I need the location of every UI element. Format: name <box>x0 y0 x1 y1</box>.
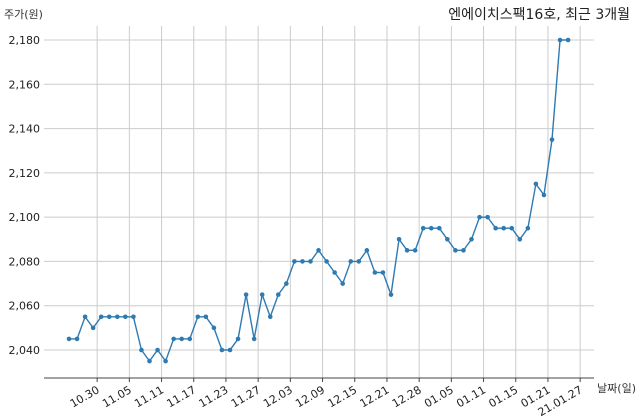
data-point <box>259 292 265 297</box>
y-tick-label: 2,160 <box>9 78 41 91</box>
x-tick-label: 12.09 <box>293 383 327 410</box>
grid-lines <box>44 26 594 378</box>
data-point <box>163 358 168 364</box>
data-point <box>469 236 474 242</box>
data-point <box>380 270 386 275</box>
data-point <box>74 336 80 342</box>
data-point <box>147 358 152 364</box>
data-point <box>98 314 104 320</box>
data-point <box>308 259 313 264</box>
data-point <box>541 192 547 198</box>
data-point <box>66 336 72 342</box>
data-point <box>267 314 273 320</box>
data-point <box>565 37 571 43</box>
data-point <box>219 347 225 353</box>
data-point <box>485 214 490 220</box>
tick-labels: 2,040 2,060 2,080 2,100 2,120 2,140 2,160 2,180… <box>9 34 585 419</box>
data-point <box>115 314 120 320</box>
x-tick-label: 12.21 <box>358 383 392 410</box>
y-tick-label: 2,180 <box>9 34 41 47</box>
data-point <box>445 236 450 242</box>
x-tick-label: 01.05 <box>422 383 456 410</box>
data-point <box>549 137 555 142</box>
data-point <box>509 225 515 231</box>
data-point <box>348 259 354 264</box>
data-point <box>388 292 394 297</box>
data-point <box>131 314 136 320</box>
series-line <box>69 39 569 363</box>
y-tick-label: 2,140 <box>9 123 41 136</box>
x-tick-label: 11.11 <box>132 383 166 410</box>
data-point <box>404 248 410 253</box>
chart-title: 엔에이치스팩16호, 최근 3개월 <box>448 7 630 23</box>
data-point <box>195 314 201 320</box>
axes <box>44 377 594 382</box>
data-point <box>179 336 184 342</box>
data-point <box>227 347 233 353</box>
data-point <box>372 270 378 275</box>
data-point <box>420 225 426 231</box>
y-tick-label: 2,040 <box>9 344 41 357</box>
data-point <box>557 37 563 43</box>
x-tick-label: 11.05 <box>100 383 134 410</box>
data-point <box>243 292 249 297</box>
x-tick-label: 12.28 <box>390 383 424 410</box>
data-point <box>276 292 281 297</box>
y-tick-label: 2,080 <box>9 255 41 268</box>
data-point <box>300 259 305 264</box>
data-point <box>428 225 434 231</box>
y-tick-label: 2,120 <box>9 167 41 180</box>
x-tick-label: 01.11 <box>454 383 488 410</box>
data-point <box>461 248 466 253</box>
data-point <box>106 314 112 320</box>
data-point <box>187 336 193 342</box>
data-point <box>517 236 523 242</box>
data-point <box>251 336 257 342</box>
data-point <box>90 325 96 331</box>
series-group <box>66 37 571 364</box>
data-point <box>123 314 128 320</box>
x-tick-label: 12.15 <box>325 383 359 410</box>
x-tick-label: 12.03 <box>261 383 295 410</box>
x-tick-label: 10.30 <box>68 383 102 410</box>
data-point <box>324 259 329 264</box>
x-tick-label: 11.27 <box>229 383 263 410</box>
data-point <box>332 270 337 275</box>
data-point <box>364 248 370 253</box>
data-point <box>203 314 209 320</box>
data-point <box>525 225 531 231</box>
data-point <box>235 336 241 342</box>
data-point <box>493 225 498 231</box>
data-point <box>171 336 176 342</box>
x-tick-label: 11.23 <box>197 383 231 410</box>
x-tick-label: 11.17 <box>164 383 198 410</box>
y-tick-label: 2,060 <box>9 300 41 313</box>
data-point <box>412 248 418 253</box>
x-axis-title: 날짜(일) <box>597 382 636 395</box>
data-point <box>356 259 362 264</box>
data-point <box>82 314 88 320</box>
x-tick-label: 01.15 <box>486 383 520 410</box>
data-point <box>211 325 217 331</box>
data-point <box>533 181 539 187</box>
data-point <box>292 259 297 264</box>
data-point <box>139 347 144 353</box>
data-point <box>501 225 507 231</box>
y-axis-title: 주가(원) <box>4 8 43 21</box>
data-point <box>340 281 346 286</box>
data-point <box>284 281 289 286</box>
data-point <box>437 225 442 231</box>
data-point <box>396 236 402 242</box>
data-point <box>155 347 160 353</box>
data-point <box>453 248 458 253</box>
data-point <box>316 248 321 253</box>
y-tick-label: 2,100 <box>9 211 41 224</box>
data-point <box>477 214 482 220</box>
